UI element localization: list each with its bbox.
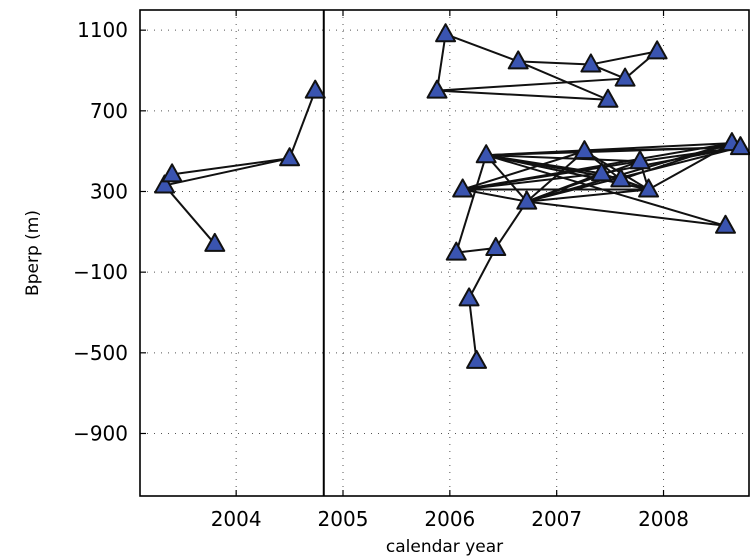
data-point-triangle: [154, 174, 176, 194]
data-point-triangle: [426, 79, 448, 99]
connection-line: [288, 90, 317, 159]
data-point-triangle: [610, 168, 632, 188]
y-tick-label: −900: [73, 421, 128, 445]
x-axis-title: calendar year: [386, 537, 503, 557]
y-tick-label: −500: [73, 341, 128, 365]
data-point-triangle: [204, 232, 226, 252]
connection-line: [455, 154, 488, 253]
data-point-triangle: [516, 190, 538, 210]
plot-frame: [139, 9, 750, 497]
x-tick-label: 2006: [424, 507, 475, 531]
connection-line: [468, 247, 497, 299]
x-tick-label: 2007: [531, 507, 582, 531]
connection-line: [620, 142, 733, 181]
connection-line: [526, 150, 586, 203]
data-point-triangle: [435, 23, 457, 43]
data-point-triangle: [638, 178, 660, 198]
data-point-triangle: [591, 162, 613, 182]
y-axis-title: Bperp (m): [23, 210, 43, 296]
y-tick-label: 1100: [77, 18, 128, 42]
data-point-triangle: [580, 53, 602, 73]
x-tick-label: 2008: [638, 507, 689, 531]
data-point-triangle: [573, 140, 595, 160]
data-point-triangle: [507, 50, 529, 70]
connection-line: [517, 60, 609, 101]
connection-line: [468, 298, 478, 362]
connection-line: [526, 160, 641, 203]
data-point-triangle: [729, 136, 750, 156]
connection-line: [485, 154, 726, 227]
data-point-triangle: [714, 214, 736, 234]
connection-line: [445, 33, 519, 63]
y-tick-label: −100: [73, 260, 128, 284]
connection-line: [171, 157, 290, 176]
data-point-triangle: [445, 241, 467, 261]
connection-line: [462, 150, 585, 191]
connection-line: [462, 142, 733, 191]
data-point-triangle: [161, 163, 183, 183]
axis-ticks: 2004 2005 2006 2007 2008 1100 700 300 −100 −500 −9…: [73, 10, 689, 531]
data-point-triangle: [458, 287, 480, 307]
x-tick-label: 2005: [318, 507, 369, 531]
data-point-triangle: [279, 147, 301, 167]
data-point-triangle: [485, 236, 507, 256]
y-tick-label: 700: [90, 99, 128, 123]
connection-line: [648, 142, 733, 191]
connection-line: [526, 200, 726, 227]
data-point-triangle: [597, 88, 619, 108]
data-point-triangle: [629, 150, 651, 170]
data-point-triangle: [614, 67, 636, 87]
connection-line: [436, 89, 609, 101]
y-tick-label: 300: [90, 179, 128, 203]
connection-line: [518, 60, 591, 66]
connection-line: [462, 188, 527, 203]
data-point-triangle: [466, 349, 488, 369]
connection-lines: [163, 33, 741, 362]
data-point-triangle: [304, 79, 326, 99]
data-point-triangle: [646, 40, 668, 60]
x-tick-label: 2004: [211, 507, 262, 531]
data-point-triangle: [452, 178, 474, 198]
connection-line: [526, 188, 649, 203]
connection-line: [164, 157, 290, 187]
grid: [140, 10, 749, 496]
connection-line: [436, 77, 626, 92]
data-point-triangle: [475, 144, 497, 164]
connection-line: [163, 184, 216, 245]
connection-line: [590, 50, 658, 66]
data-points: [154, 23, 750, 369]
